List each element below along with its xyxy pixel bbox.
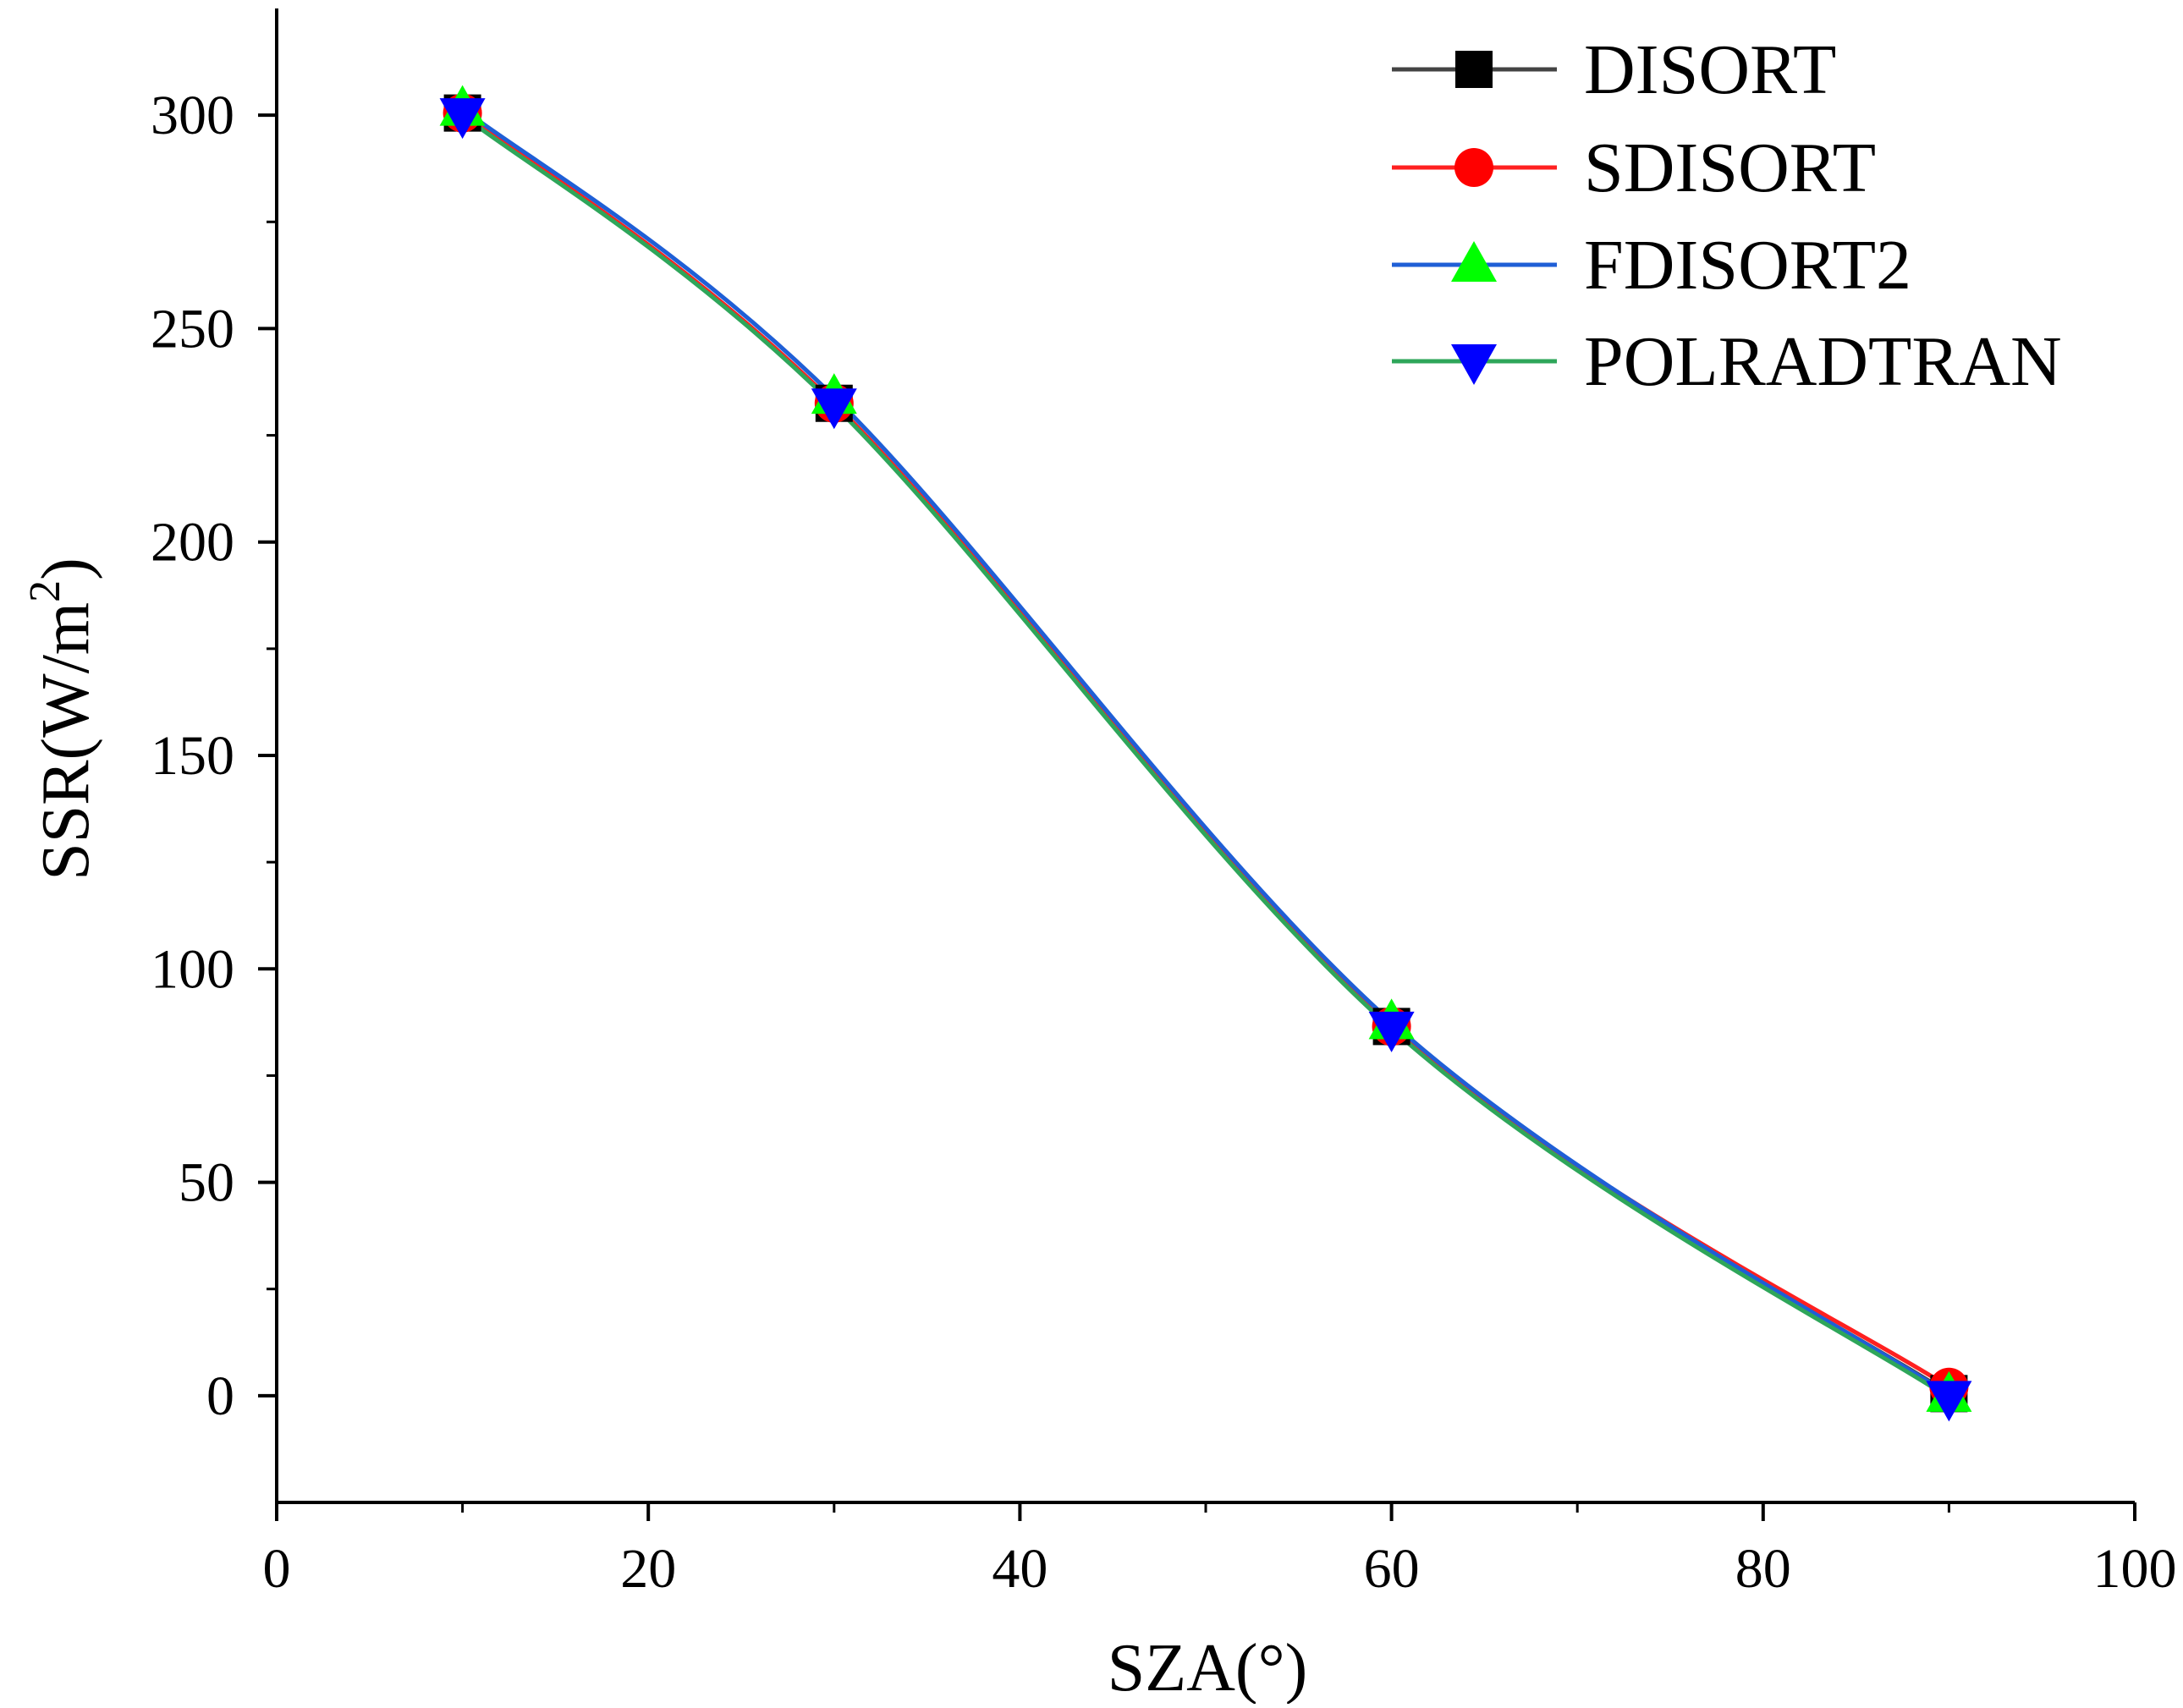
legend-label-fdisort2: FDISORT2 bbox=[1584, 226, 1911, 305]
y-axis-title: SSR(W/m2) bbox=[21, 557, 103, 881]
series-line-fdisort2 bbox=[461, 107, 1950, 1397]
y-tick-label: 100 bbox=[151, 938, 234, 1000]
data-point-polradtran bbox=[1368, 1011, 1415, 1052]
series-line-polradtran bbox=[461, 113, 1950, 1400]
legend-label-polradtran: POLRADTRAN bbox=[1584, 322, 2062, 401]
x-axis-title: SZA(°) bbox=[1108, 1631, 1307, 1704]
x-tick-label: 20 bbox=[620, 1538, 676, 1600]
legend-label-disort: DISORT bbox=[1584, 30, 1836, 109]
legend-marker-polradtran bbox=[1451, 344, 1497, 385]
legend-marker-fdisort2 bbox=[1451, 241, 1497, 282]
x-tick-label: 100 bbox=[2093, 1538, 2177, 1600]
series-lines bbox=[461, 107, 1950, 1400]
series-line-disort bbox=[461, 111, 1950, 1396]
axes: 0 20 40 60 80 100 0 50 100 150 200 250 300 bbox=[151, 8, 2177, 1600]
y-tick-label: 0 bbox=[206, 1365, 234, 1427]
y-tick-label: 300 bbox=[151, 85, 234, 146]
y-tick-label: 150 bbox=[151, 725, 234, 787]
x-tick-label: 40 bbox=[992, 1538, 1048, 1600]
x-tick-label: 0 bbox=[263, 1538, 291, 1600]
y-tick-label: 250 bbox=[151, 298, 234, 360]
data-point-polradtran bbox=[1926, 1381, 1972, 1422]
legend-marker-disort bbox=[1455, 51, 1493, 88]
legend-label-sdisort: SDISORT bbox=[1584, 129, 1876, 207]
y-axis-title-superscript: 2 bbox=[21, 580, 69, 602]
y-tick-label: 50 bbox=[179, 1152, 234, 1214]
series-markers bbox=[439, 85, 1972, 1422]
data-point-polradtran bbox=[439, 98, 486, 140]
legend: DISORT SDISORT FDISORT2 POLRADTRAN bbox=[1392, 30, 2062, 401]
x-tick-label: 80 bbox=[1735, 1538, 1791, 1600]
legend-marker-sdisort bbox=[1454, 148, 1493, 187]
y-axis-title-close: ) bbox=[29, 557, 103, 580]
y-tick-label: 200 bbox=[151, 512, 234, 574]
x-tick-label: 60 bbox=[1364, 1538, 1420, 1600]
data-point-polradtran bbox=[811, 388, 857, 430]
y-axis-title-main: SSR(W/m bbox=[29, 602, 103, 881]
